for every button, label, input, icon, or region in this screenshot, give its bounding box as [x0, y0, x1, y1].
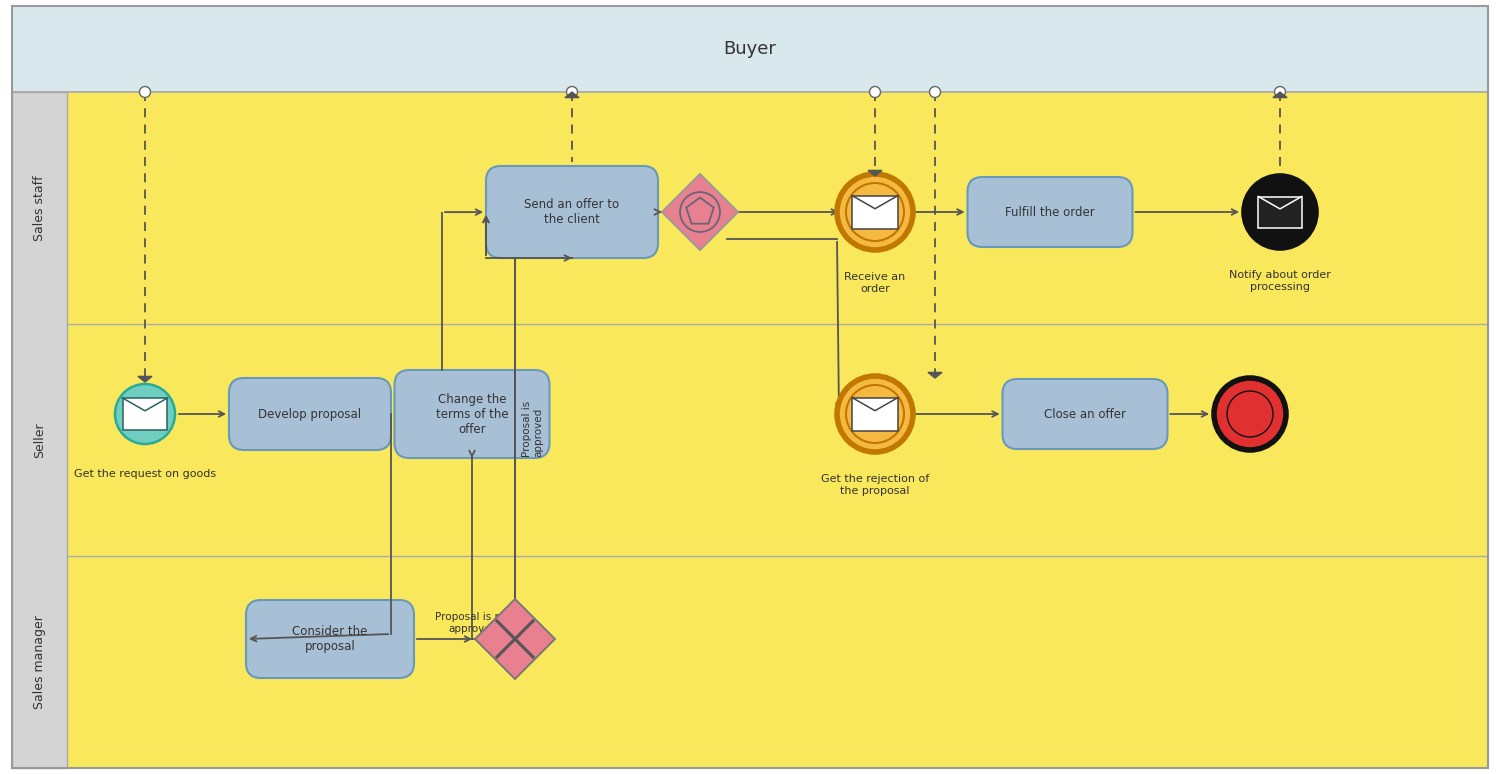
Polygon shape [476, 599, 555, 679]
FancyBboxPatch shape [123, 398, 168, 430]
Ellipse shape [1275, 87, 1286, 98]
FancyBboxPatch shape [852, 398, 898, 430]
Ellipse shape [930, 87, 940, 98]
Text: Send an offer to
the client: Send an offer to the client [525, 198, 620, 226]
Text: Buyer: Buyer [723, 40, 777, 58]
FancyBboxPatch shape [1002, 379, 1167, 449]
Ellipse shape [567, 87, 578, 98]
Ellipse shape [846, 183, 904, 241]
Ellipse shape [837, 174, 914, 250]
Ellipse shape [870, 87, 880, 98]
Polygon shape [868, 170, 882, 176]
FancyBboxPatch shape [394, 370, 549, 458]
FancyBboxPatch shape [12, 92, 68, 768]
FancyBboxPatch shape [486, 166, 658, 258]
Text: Change the
terms of the
offer: Change the terms of the offer [435, 392, 508, 436]
Text: Proposal is not
approved: Proposal is not approved [435, 612, 512, 634]
Polygon shape [928, 372, 942, 378]
Ellipse shape [140, 87, 150, 98]
FancyBboxPatch shape [246, 600, 414, 678]
Text: Seller: Seller [33, 422, 46, 457]
Text: Proposal is
approved: Proposal is approved [522, 400, 543, 457]
Ellipse shape [1214, 378, 1286, 450]
Polygon shape [566, 92, 579, 98]
Text: Develop proposal: Develop proposal [258, 407, 362, 420]
Text: Receive an
order: Receive an order [844, 272, 906, 293]
Polygon shape [1274, 92, 1287, 98]
Polygon shape [662, 174, 738, 250]
Text: Consider the
proposal: Consider the proposal [292, 625, 368, 653]
FancyBboxPatch shape [230, 378, 392, 450]
FancyBboxPatch shape [12, 6, 1488, 92]
Ellipse shape [116, 384, 176, 444]
FancyBboxPatch shape [12, 92, 1488, 768]
Text: Sales staff: Sales staff [33, 175, 46, 241]
Text: Get the request on goods: Get the request on goods [74, 469, 216, 479]
Ellipse shape [1244, 176, 1316, 248]
Ellipse shape [846, 385, 904, 443]
Text: Notify about order
processing: Notify about order processing [1228, 270, 1330, 292]
Text: Sales manager: Sales manager [33, 615, 46, 709]
Text: Close an offer: Close an offer [1044, 407, 1126, 420]
Ellipse shape [837, 376, 914, 452]
FancyBboxPatch shape [1258, 197, 1302, 228]
Ellipse shape [1227, 391, 1274, 437]
FancyBboxPatch shape [968, 177, 1132, 247]
Text: Get the rejection of
the proposal: Get the rejection of the proposal [821, 474, 928, 495]
FancyBboxPatch shape [852, 196, 898, 228]
Text: Fulfill the order: Fulfill the order [1005, 206, 1095, 218]
Polygon shape [138, 376, 152, 382]
